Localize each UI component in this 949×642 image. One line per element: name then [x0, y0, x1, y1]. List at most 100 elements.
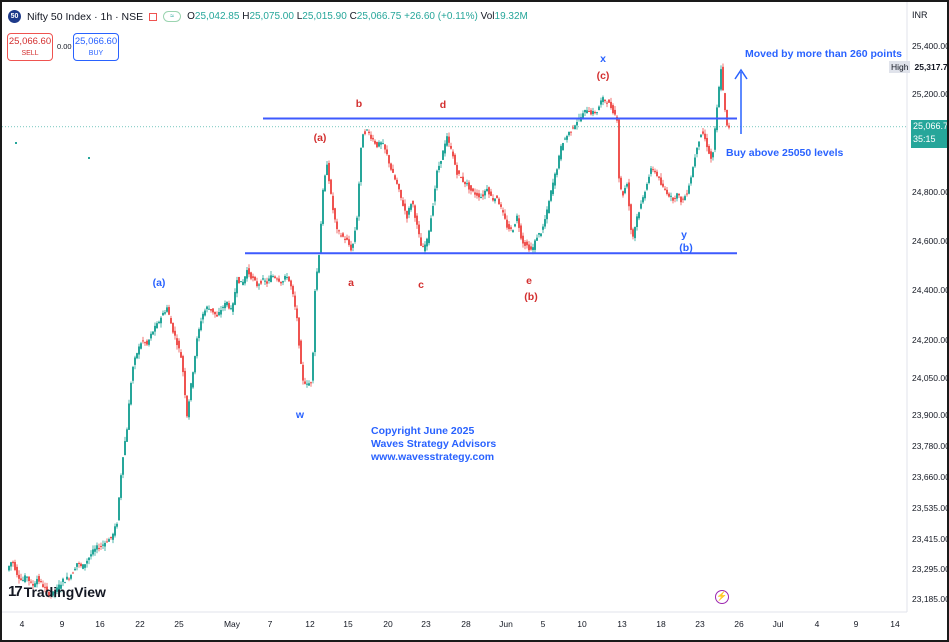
- candle-body: [694, 157, 696, 167]
- candle-body: [56, 587, 58, 592]
- candle-body: [600, 100, 602, 105]
- candle-body: [90, 554, 92, 557]
- candle-body: [606, 102, 608, 104]
- candle-body: [672, 197, 674, 201]
- candle-body: [42, 584, 44, 588]
- sell-button[interactable]: 25,066.60 SELL: [7, 33, 53, 61]
- candle-body: [118, 497, 120, 521]
- tradingview-watermark[interactable]: 17 TradingView: [8, 583, 106, 600]
- candle-body: [216, 314, 218, 317]
- candle-body: [388, 155, 390, 164]
- candle-body: [490, 191, 492, 196]
- candle-body: [320, 223, 322, 254]
- candle-body: [236, 280, 238, 294]
- candle-body: [150, 333, 152, 339]
- candle-body: [234, 292, 236, 305]
- y-tick-label: 23,780.00: [912, 441, 947, 451]
- candle-body: [242, 281, 244, 285]
- candle-body: [110, 536, 112, 539]
- candle-body: [574, 125, 576, 129]
- candle-body: [710, 151, 712, 159]
- candle-body: [634, 227, 636, 239]
- candle-body: [642, 197, 644, 203]
- candle-body: [584, 109, 586, 113]
- candle-body: [208, 308, 210, 310]
- candle-body: [546, 209, 548, 220]
- candle-body: [274, 276, 276, 278]
- square-icon[interactable]: [149, 12, 158, 21]
- candle-body: [404, 203, 406, 211]
- candle-body: [36, 579, 38, 585]
- x-tick-label: 14: [890, 619, 900, 629]
- buy-button[interactable]: 25,066.60 BUY: [73, 33, 119, 61]
- candle-body: [270, 275, 272, 282]
- candle-body: [618, 119, 620, 179]
- candle-body: [338, 230, 340, 232]
- candle-body: [488, 187, 490, 195]
- y-tick-label: 24,200.00: [912, 335, 947, 345]
- candle-body: [384, 144, 386, 150]
- candle-body: [192, 372, 194, 388]
- candle-body: [638, 212, 640, 219]
- candle-body: [646, 184, 648, 190]
- wave-label-a: a: [348, 277, 354, 289]
- x-tick-label: 5: [541, 619, 546, 629]
- candle-body: [228, 303, 230, 309]
- candle-body: [206, 306, 208, 310]
- candle-body: [230, 308, 232, 310]
- candle-body: [492, 198, 494, 201]
- candle-body: [302, 364, 304, 381]
- stray-mark: [15, 142, 17, 144]
- currency-label[interactable]: INR: [912, 10, 928, 20]
- candle-body: [50, 594, 52, 596]
- candle-body: [560, 146, 562, 160]
- candle-body: [596, 112, 598, 114]
- candle-body: [436, 170, 438, 188]
- candle-body: [496, 195, 498, 198]
- candle-body: [408, 208, 410, 215]
- candle-body: [120, 475, 122, 498]
- candle-body: [556, 169, 558, 175]
- candle-body: [612, 105, 614, 114]
- candle-body: [324, 175, 326, 192]
- ohlc-values: O25,042.85 H25,075.00 L25,015.90 C25,066…: [187, 11, 528, 22]
- candle-body: [610, 101, 612, 109]
- candle-body: [564, 138, 566, 140]
- candle-body: [470, 185, 472, 191]
- candle-body: [632, 229, 634, 237]
- candle-body: [318, 255, 320, 273]
- candle-body: [482, 194, 484, 197]
- candle-body: [534, 240, 536, 250]
- stray-mark: [88, 157, 90, 159]
- x-tick-label: 22: [135, 619, 145, 629]
- x-tick-label: 20: [383, 619, 393, 629]
- market-status-icon[interactable]: ≈: [163, 11, 182, 22]
- candle-body: [570, 131, 572, 133]
- candle-body: [226, 301, 228, 306]
- candle-body: [358, 183, 360, 217]
- candle-body: [200, 321, 202, 331]
- candle-body: [336, 221, 338, 230]
- candle-body: [170, 317, 172, 324]
- candle-body: [276, 278, 278, 280]
- x-tick-label: Jun: [499, 619, 513, 629]
- candle-body: [698, 141, 700, 147]
- candle-body: [662, 183, 664, 187]
- candle-body: [322, 189, 324, 224]
- candle-body: [164, 312, 166, 314]
- candle-body: [562, 143, 564, 151]
- spread-value: 0.00: [57, 42, 72, 51]
- candle-body: [412, 200, 414, 205]
- candle-body: [640, 203, 642, 209]
- candle-body: [520, 225, 522, 239]
- candle-body: [718, 86, 720, 108]
- chart-header: 50 Nifty 50 Index · 1h · NSE ≈ O25,042.8…: [8, 10, 528, 23]
- candle-body: [418, 224, 420, 235]
- lightning-icon[interactable]: ⚡: [715, 590, 729, 604]
- candle-body: [666, 189, 668, 195]
- wave-label-b-paren-blue: (b): [679, 242, 692, 254]
- candle-body: [246, 270, 248, 279]
- symbol-title[interactable]: Nifty 50 Index · 1h · NSE: [27, 10, 144, 23]
- candle-body: [288, 276, 290, 282]
